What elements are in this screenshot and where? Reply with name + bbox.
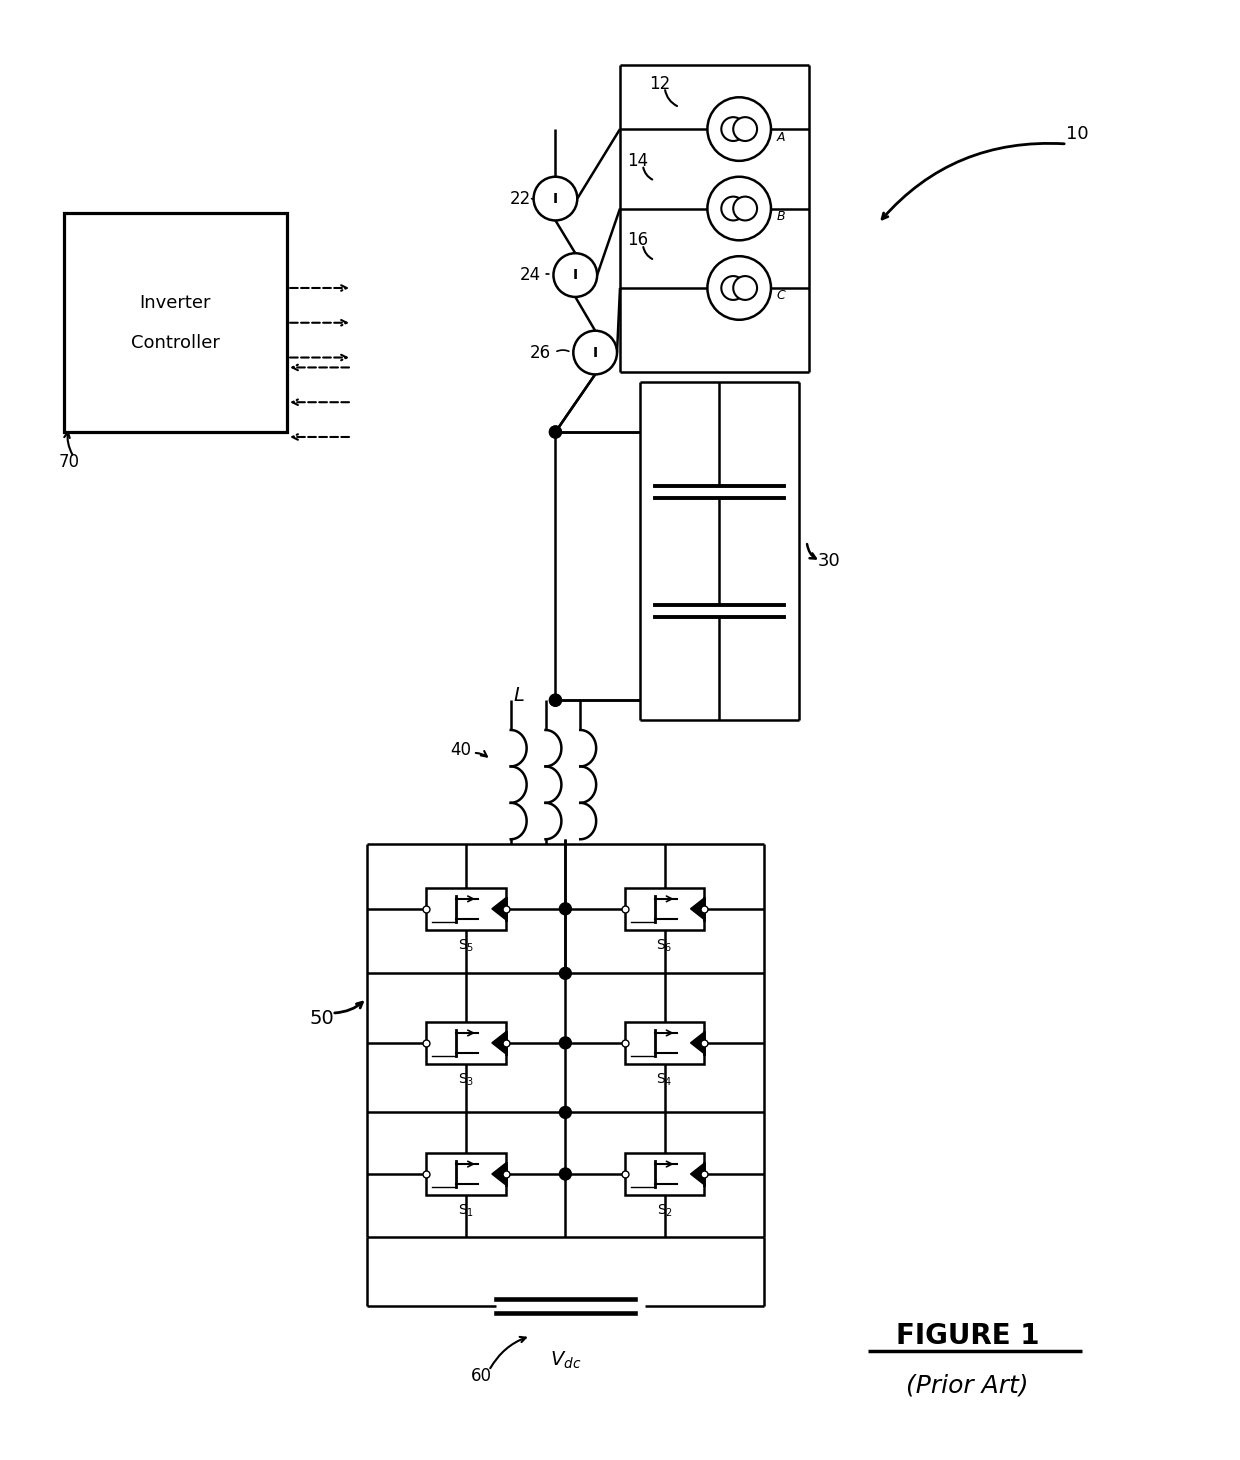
Circle shape xyxy=(707,255,771,320)
Bar xyxy=(625,888,704,930)
Text: I: I xyxy=(553,191,558,206)
Circle shape xyxy=(559,1168,572,1180)
Text: C: C xyxy=(777,289,786,302)
Bar xyxy=(63,213,288,432)
Circle shape xyxy=(549,426,562,438)
Text: S$_3$: S$_3$ xyxy=(458,1072,474,1088)
Text: L: L xyxy=(513,686,525,705)
Circle shape xyxy=(559,968,572,980)
Text: 24: 24 xyxy=(520,266,541,285)
Text: 14: 14 xyxy=(627,152,649,169)
Text: 10: 10 xyxy=(1065,126,1089,143)
Circle shape xyxy=(549,426,562,438)
Polygon shape xyxy=(691,1032,704,1054)
Circle shape xyxy=(722,197,745,220)
Text: 16: 16 xyxy=(627,231,649,250)
Polygon shape xyxy=(691,898,704,920)
Circle shape xyxy=(733,197,758,220)
Circle shape xyxy=(722,276,745,299)
Text: (Prior Art): (Prior Art) xyxy=(906,1374,1029,1397)
Circle shape xyxy=(553,253,598,296)
Text: 60: 60 xyxy=(470,1367,491,1384)
Text: 12: 12 xyxy=(649,76,671,93)
Polygon shape xyxy=(492,898,506,920)
Circle shape xyxy=(559,902,572,915)
Text: FIGURE 1: FIGURE 1 xyxy=(895,1321,1039,1350)
Polygon shape xyxy=(492,1032,506,1054)
Text: S$_6$: S$_6$ xyxy=(656,937,673,953)
Text: S$_4$: S$_4$ xyxy=(656,1072,673,1088)
Bar xyxy=(625,1022,704,1064)
Circle shape xyxy=(707,98,771,161)
Polygon shape xyxy=(691,1164,704,1186)
Text: 22: 22 xyxy=(510,190,531,207)
Circle shape xyxy=(733,276,758,299)
Text: Controller: Controller xyxy=(130,334,219,352)
Circle shape xyxy=(549,695,562,707)
Text: S$_2$: S$_2$ xyxy=(657,1203,673,1219)
Text: 70: 70 xyxy=(58,453,79,470)
Bar xyxy=(625,1153,704,1194)
Text: 40: 40 xyxy=(450,740,471,759)
Text: I: I xyxy=(573,269,578,282)
Circle shape xyxy=(733,117,758,142)
Circle shape xyxy=(707,177,771,241)
Circle shape xyxy=(533,177,578,220)
Text: 50: 50 xyxy=(310,1009,335,1028)
Bar xyxy=(427,888,506,930)
Text: S$_1$: S$_1$ xyxy=(458,1203,474,1219)
Circle shape xyxy=(573,331,618,374)
Text: B: B xyxy=(777,210,786,223)
Text: 26: 26 xyxy=(529,343,551,362)
Circle shape xyxy=(722,117,745,142)
Circle shape xyxy=(549,695,562,707)
Text: A: A xyxy=(777,130,785,143)
Circle shape xyxy=(559,1107,572,1118)
Text: S$_5$: S$_5$ xyxy=(458,937,474,953)
Bar xyxy=(427,1153,506,1194)
Bar xyxy=(427,1022,506,1064)
Text: $V_{dc}$: $V_{dc}$ xyxy=(549,1350,582,1371)
Text: Inverter: Inverter xyxy=(139,293,211,312)
Circle shape xyxy=(559,1037,572,1048)
Polygon shape xyxy=(492,1164,506,1186)
Text: I: I xyxy=(593,346,598,359)
Text: 30: 30 xyxy=(817,552,839,571)
